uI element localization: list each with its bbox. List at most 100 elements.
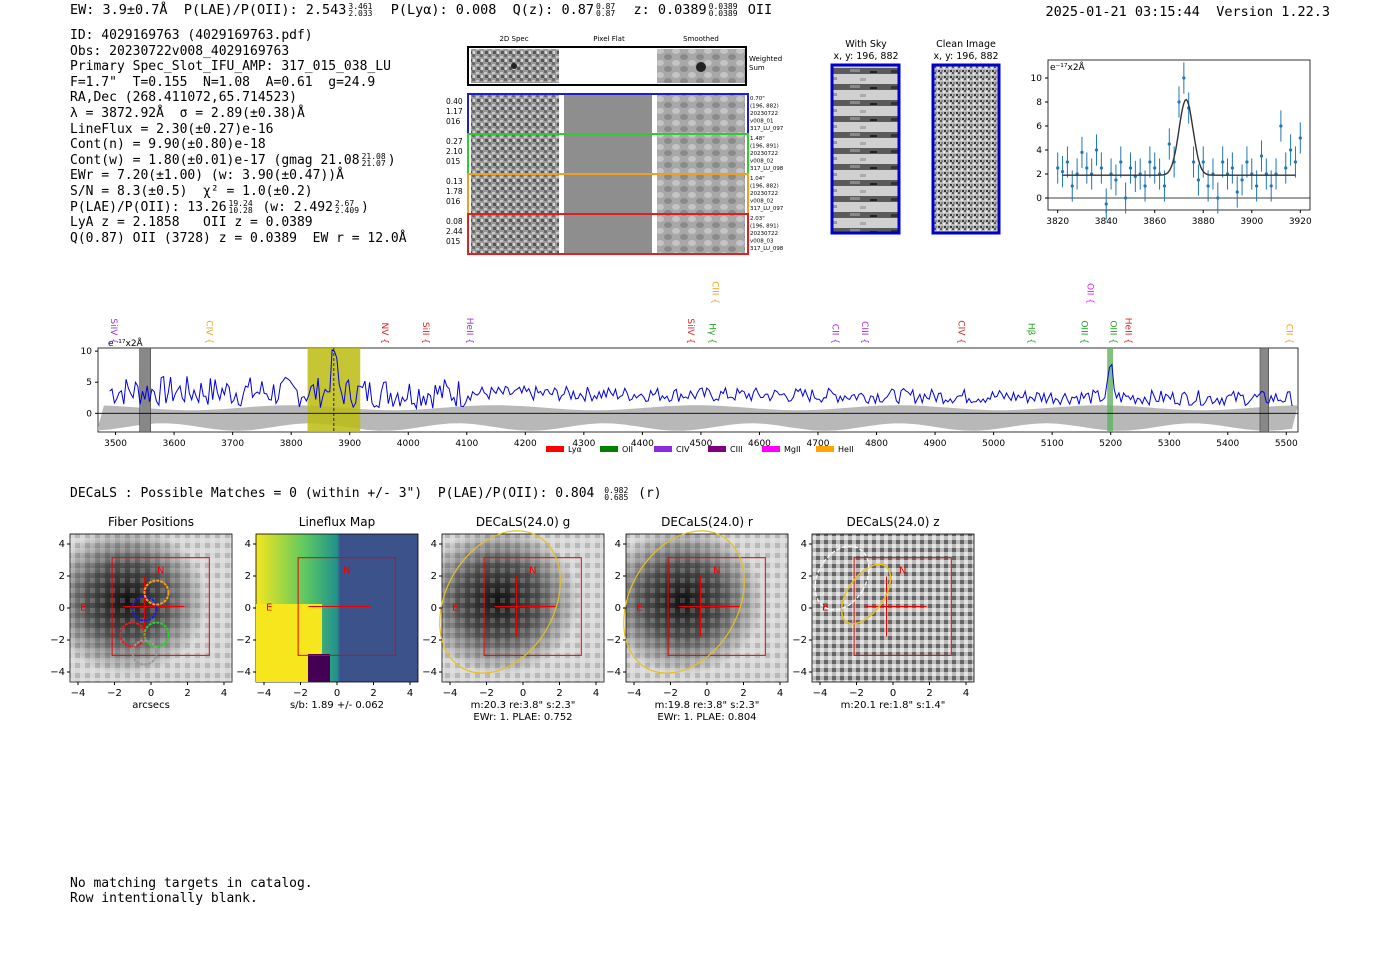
- decals-y-tick-label: −2: [606, 635, 621, 646]
- footer-line-2: Row intentionally blank.: [70, 891, 258, 906]
- spectrum-legend-label: CIV: [676, 445, 690, 454]
- info-radec: RA,Dec (268.411072,65.714523): [70, 90, 297, 106]
- info-plae: P(LAE)/P(OII): 13.26 19.24 10.28 (w: 2.492…: [70, 199, 369, 216]
- fit-data-point: [1065, 160, 1070, 164]
- spec-row-left-label: 015: [446, 237, 461, 246]
- footer-note: No matching targets in catalog. Row inte…: [70, 876, 313, 906]
- spectrum-y-tick-label: 5: [86, 378, 92, 388]
- plae-value: P(LAE)/P(OII): 2.543: [183, 2, 347, 18]
- spectrum-line-label: CIII {: [710, 281, 720, 304]
- decals-y-tick-label: 4: [801, 539, 807, 550]
- decals-panel-title: DECaLS(24.0) z: [846, 515, 939, 529]
- decals-caption-1: m:20.3 re:3.8" s:2.3": [471, 700, 576, 711]
- decals-x-tick-label: −2: [849, 688, 864, 699]
- decals-x-tick-label: 2: [370, 688, 376, 699]
- decals-x-tick-label: −2: [293, 688, 308, 699]
- decals-x-tick-label: 2: [740, 688, 746, 699]
- weighted-source-dot: [511, 63, 517, 69]
- spec-row-smoothed-image: [657, 95, 745, 133]
- decals-x-tick-label: 4: [407, 688, 413, 699]
- info-params: F=1.7" T=0.155 N=1.08 A=0.61 g=24.9: [70, 74, 376, 90]
- spec-row-flat-image: [564, 95, 652, 133]
- spec-row-right-label: 317_LU_097: [750, 206, 784, 212]
- spectrum-line-label: CII {: [1283, 324, 1293, 344]
- decals-caption-2: EWr: 1. PLAE: 0.804: [657, 712, 756, 723]
- spec-row-left-label: 016: [446, 117, 461, 126]
- spectrum-line-label: SiII {: [420, 322, 430, 344]
- fit-data-point: [1279, 124, 1283, 128]
- decals-y-tick-label: 0: [245, 603, 251, 614]
- spectrum-line-label: CIII {: [859, 321, 869, 344]
- lineflux-dark-region: [308, 654, 330, 682]
- fiber-position-circle: [131, 639, 158, 666]
- spectrum-x-tick-label: 5000: [982, 439, 1005, 449]
- info-lineflux: LineFlux = 2.30(±0.27)e-16: [70, 121, 274, 137]
- spectrum-line-label: Hγ {: [707, 323, 717, 344]
- decals-east-marker: E: [452, 603, 458, 614]
- fit-x-tick-label: 3860: [1143, 217, 1166, 227]
- spectrum-line-label: OII {: [1084, 283, 1094, 304]
- spectrum-legend-label: CIII: [730, 445, 743, 454]
- spectrum-x-tick-label: 5400: [1216, 439, 1239, 449]
- spec-row-2d-image: [471, 215, 559, 253]
- spec-row-smoothed-image: [657, 135, 745, 173]
- spec-row-right-label: (196, 882): [750, 104, 779, 110]
- decals-caption-2: EWr: 1. PLAE: 0.752: [473, 712, 572, 723]
- spectrum-x-tick-label: 3500: [104, 439, 127, 449]
- weighted-sum-label-2: Sum: [749, 64, 765, 72]
- spec-row-right-label: 1.48": [750, 136, 765, 142]
- fit-data-point: [1245, 160, 1249, 164]
- spec-row-right-label: v008_02: [750, 199, 774, 205]
- decals-aperture-ellipse: [840, 563, 892, 625]
- spec-row-right-label: 20230722: [750, 191, 778, 197]
- decals-east-marker: E: [636, 603, 642, 614]
- version: Version 1.22.3: [1216, 4, 1330, 20]
- fit-data-point: [1124, 196, 1128, 200]
- spectrum-unit-label: e⁻¹⁷x2Å: [108, 337, 144, 349]
- decals-y-tick-label: 2: [431, 571, 437, 582]
- fit-data-point: [1216, 196, 1220, 200]
- decals-x-tick-label: −4: [627, 688, 642, 699]
- info-q-line: Q(0.87) OII (3728) z = 0.0389 EW r = 12.…: [70, 230, 407, 246]
- z-value: z: 0.0389: [633, 2, 707, 18]
- spectrum-x-tick-label: 4800: [865, 439, 888, 449]
- fit-data-point: [1255, 184, 1259, 188]
- decals-y-tick-label: −2: [792, 635, 807, 646]
- decals-x-tick-label: 0: [148, 688, 154, 699]
- info-sn: S/N = 8.3(±0.5) χ² = 1.0(±0.2): [70, 183, 313, 199]
- spectrum-line: [109, 349, 1293, 411]
- decals-y-tick-label: −4: [606, 667, 621, 678]
- decals-panel-title: Lineflux Map: [299, 515, 375, 529]
- clean-image-title: Clean Image: [936, 39, 996, 50]
- fit-data-point: [1221, 160, 1225, 164]
- info-lambda: λ = 3872.92Å σ = 2.89(±0.38)Å: [70, 105, 305, 121]
- fit-data-point: [1080, 150, 1084, 154]
- fit-x-tick-label: 3840: [1095, 217, 1118, 227]
- weighted-smoothed-dot: [696, 62, 706, 72]
- spectrum-x-tick-label: 3800: [280, 439, 303, 449]
- fit-unit-label: e⁻¹⁷x2Å: [1050, 61, 1086, 73]
- line-fit-chart: 3820 3840 3860 3880 3900 3920 0 2 4 6 8 10 e⁻¹⁷x2Å: [1031, 59, 1312, 227]
- spec-row-left-label: 0.13: [446, 177, 463, 186]
- ew-value: EW: 3.9±0.7Å: [70, 2, 168, 18]
- spectrum-line-label: CIV {: [955, 320, 965, 344]
- spec-row-2d-image: [471, 135, 559, 173]
- decals-panel-title: Fiber Positions: [108, 515, 194, 529]
- decals-x-tick-label: 4: [963, 688, 969, 699]
- spectrum-legend-swatch: [762, 446, 780, 452]
- decals-caption-1: s/b: 1.89 +/- 0.062: [290, 700, 384, 711]
- fit-data-point: [1288, 148, 1293, 152]
- line-id: OII: [747, 2, 773, 18]
- fit-data-point: [1153, 166, 1157, 170]
- fit-y-tick-label: 2: [1036, 170, 1042, 180]
- decals-y-tick-label: 2: [59, 571, 65, 582]
- info-ewr: EWr = 7.20(±1.00) (w: 3.90(±0.47))Å: [70, 168, 344, 184]
- spectrum-x-tick-label: 4100: [455, 439, 478, 449]
- decals-title: DECaLS : Possible Matches = 0 (within +/…: [70, 485, 662, 502]
- spectrum-masked-region: [139, 347, 151, 433]
- spec-row-flat-image: [564, 175, 652, 213]
- spec-row-left-label: 0.27: [446, 137, 463, 146]
- spectrum-legend-swatch: [546, 446, 564, 452]
- fit-data-point: [1293, 160, 1298, 164]
- fit-x-tick-label: 3920: [1289, 217, 1312, 227]
